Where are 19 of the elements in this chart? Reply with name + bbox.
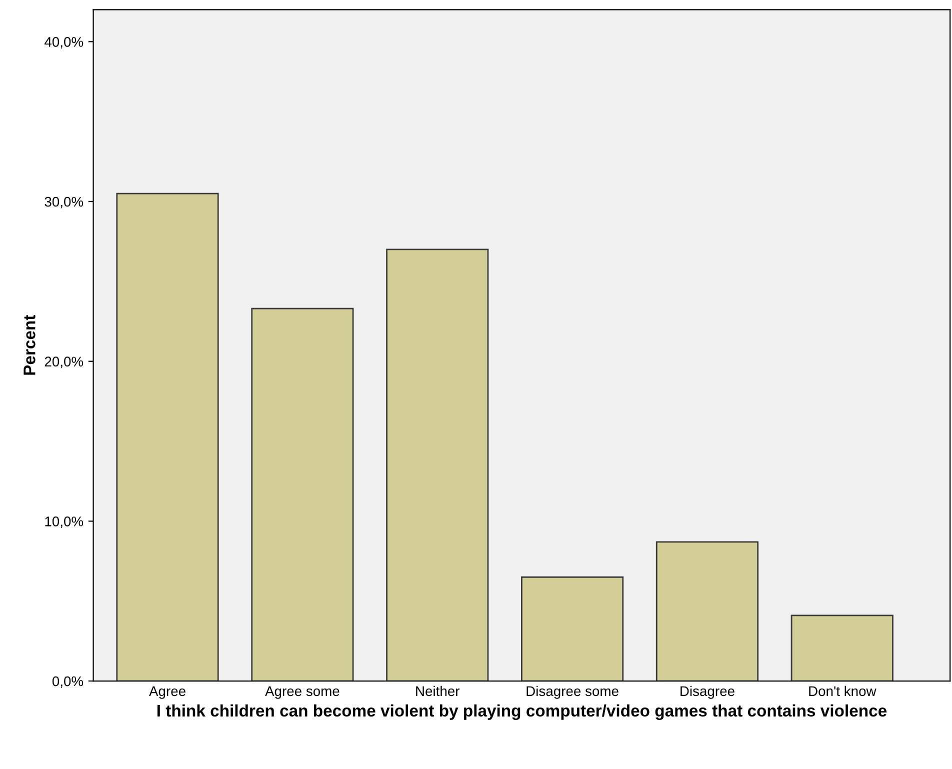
- y-tick-label: 20,0%: [44, 356, 84, 368]
- x-tick-label: Agree some: [265, 686, 340, 699]
- y-axis-title: Percent: [24, 314, 36, 375]
- x-tick-label: Disagree some: [526, 686, 618, 699]
- y-tick-label: 10,0%: [45, 516, 84, 528]
- bar: [386, 248, 489, 682]
- bar: [656, 541, 759, 682]
- bar: [116, 192, 219, 682]
- y-tick-label: 30,0%: [44, 196, 84, 208]
- y-tick-label: 40,0%: [44, 36, 84, 48]
- x-tick-label: Disagree: [680, 686, 734, 699]
- x-tick-label: Neither: [416, 686, 460, 696]
- x-tick-label: Agree: [149, 686, 186, 699]
- bar: [521, 576, 624, 682]
- x-tick-label: Don't know: [809, 686, 876, 696]
- x-axis-title: I think children can become violent by playing computer/video games that contains violence: [157, 704, 887, 720]
- bar: [251, 308, 354, 682]
- y-tick-label: 0,0%: [52, 676, 84, 688]
- bar: [790, 614, 894, 682]
